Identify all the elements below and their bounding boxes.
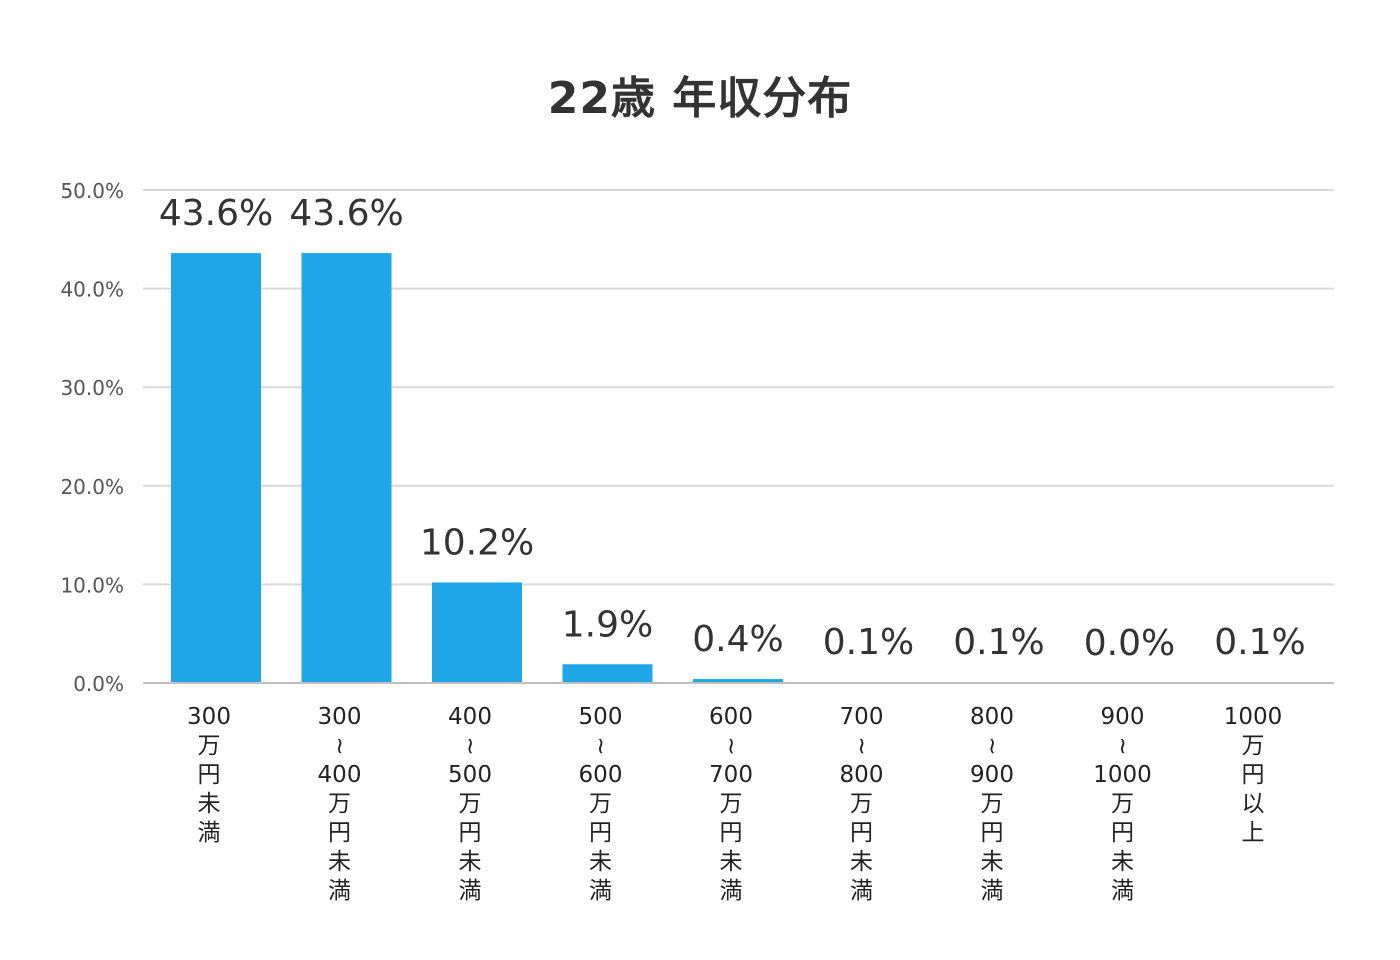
category-label-line: 万 (1111, 791, 1134, 817)
category-label-line: 800 (970, 704, 1014, 730)
category-label-line: 500 (579, 704, 623, 730)
data-label: 0.4% (692, 619, 783, 660)
bar (562, 664, 653, 683)
category-label-line: 未 (850, 849, 873, 875)
category-label-line: 満 (981, 878, 1004, 904)
category-label-line: ~ (588, 736, 614, 755)
category-label-line: 円 (459, 820, 482, 846)
chart-title: 22歳 年収分布 (547, 73, 853, 124)
category-label-line: 未 (459, 849, 482, 875)
category-label-line: 万 (589, 791, 612, 817)
category-label-line: 万 (459, 791, 482, 817)
data-label: 1.9% (562, 604, 653, 645)
bar (171, 253, 261, 683)
y-tick-label: 10.0% (60, 573, 124, 597)
category-label-line: ~ (327, 736, 353, 755)
category-label-line: 未 (328, 849, 351, 875)
y-tick-label: 50.0% (60, 179, 124, 203)
data-label: 10.2% (420, 522, 534, 563)
data-label: 43.6% (289, 193, 403, 234)
category-label-line: 満 (589, 878, 612, 904)
category-label-line: 300 (318, 704, 362, 730)
category-label-line: 600 (709, 704, 753, 730)
bar (432, 582, 522, 683)
category-label-line: 未 (589, 849, 612, 875)
category-label-line: 以 (1242, 791, 1265, 817)
category-label-line: 700 (840, 704, 884, 730)
y-tick-label: 30.0% (60, 376, 124, 400)
category-label-line: 900 (1101, 704, 1145, 730)
category-label-line: 円 (720, 820, 743, 846)
data-label: 0.1% (953, 622, 1044, 663)
category-label-line: 円 (1111, 820, 1134, 846)
category-label-line: 円 (589, 820, 612, 846)
category-label-line: 万 (1242, 733, 1265, 759)
category-label-line: ~ (849, 736, 875, 755)
category-label-line: 未 (1111, 849, 1134, 875)
category-label-line: 円 (981, 820, 1004, 846)
data-label: 0.1% (1214, 622, 1305, 663)
category-label-line: 満 (850, 878, 873, 904)
category-label-line: 1000 (1093, 762, 1152, 788)
category-label-line: 500 (448, 762, 492, 788)
category-label-line: 300 (187, 704, 231, 730)
category-label-line: 円 (328, 820, 351, 846)
y-tick-label: 0.0% (73, 672, 124, 696)
y-axis-ticks: 0.0% 10.0% 20.0% 30.0% 40.0% 50.0% (60, 179, 124, 696)
category-label-line: 900 (970, 762, 1014, 788)
category-label-line: 万 (328, 791, 351, 817)
category-label-line: 万 (720, 791, 743, 817)
data-labels: 43.6% 43.6% 10.2% 1.9% 0.4% 0.1% 0.1% 0.0% 0.1% (159, 193, 1306, 664)
bar (301, 253, 392, 683)
category-label-line: 円 (1242, 762, 1265, 788)
category-label-line: ~ (457, 736, 483, 755)
category-label-line: 400 (448, 704, 492, 730)
category-label-line: 満 (198, 820, 221, 846)
category-label-line: 未 (720, 849, 743, 875)
category-label-line: 1000 (1224, 704, 1283, 730)
category-label-line: 円 (850, 820, 873, 846)
category-label-line: 満 (1111, 878, 1134, 904)
category-label-line: 万 (850, 791, 873, 817)
x-axis-categories: 300万円未満300~400万円未満400~500万円未満500~600万円未満… (187, 704, 1282, 904)
category-label-line: 万 (198, 733, 221, 759)
category-label-line: 未 (981, 849, 1004, 875)
category-label-line: 未 (198, 791, 221, 817)
category-label-line: 上 (1242, 820, 1265, 846)
category-label-line: 400 (318, 762, 362, 788)
y-tick-label: 40.0% (60, 278, 124, 302)
category-label-line: 満 (328, 878, 351, 904)
category-label-line: 満 (459, 878, 482, 904)
y-tick-label: 20.0% (60, 475, 124, 499)
category-label-line: 600 (579, 762, 623, 788)
category-label-line: ~ (979, 736, 1005, 755)
category-label-line: 円 (198, 762, 221, 788)
category-label-line: 万 (981, 791, 1004, 817)
category-label-line: ~ (1110, 736, 1136, 755)
category-label-line: ~ (718, 736, 744, 755)
data-label: 43.6% (159, 193, 273, 234)
category-label-line: 700 (709, 762, 753, 788)
data-label: 0.1% (823, 622, 914, 663)
bars (171, 253, 1305, 683)
data-label: 0.0% (1084, 623, 1175, 664)
category-label-line: 800 (840, 762, 884, 788)
category-label-line: 満 (720, 878, 743, 904)
bar (693, 679, 783, 683)
